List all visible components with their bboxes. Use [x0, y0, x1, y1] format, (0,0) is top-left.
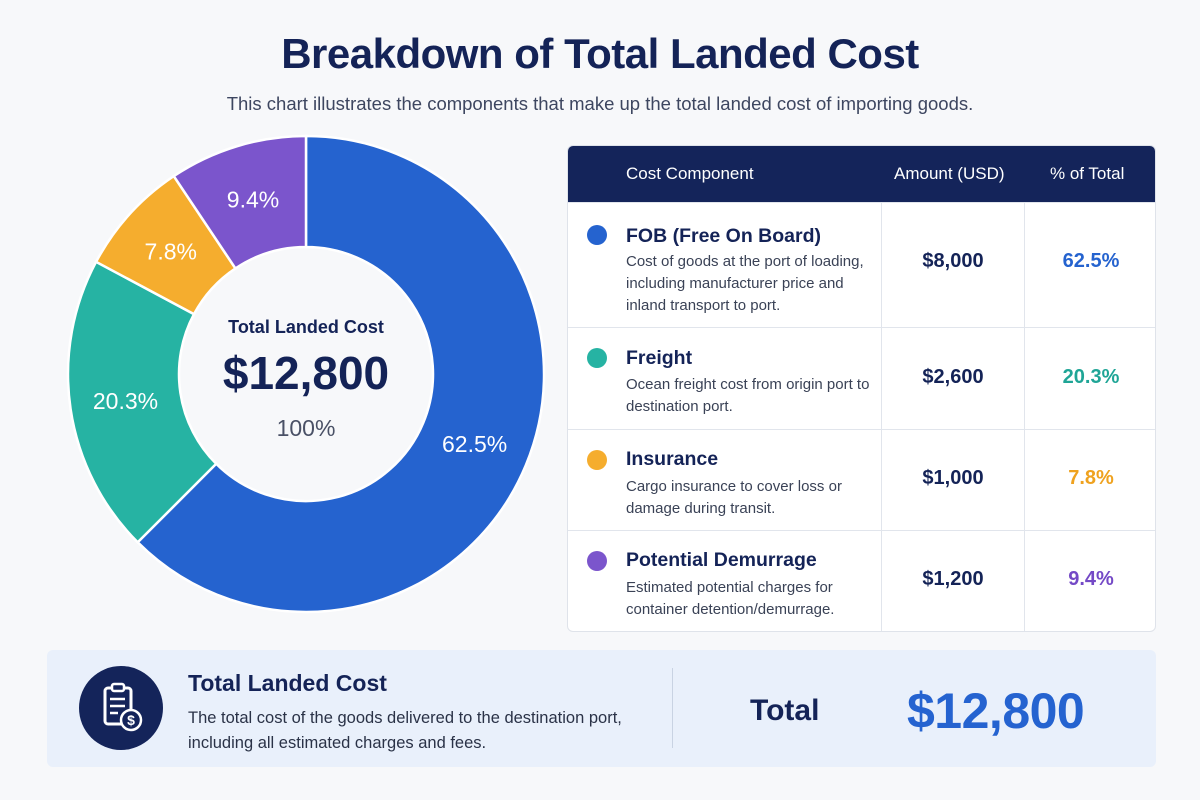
row-description: Cargo insurance to cover loss or damage … — [626, 478, 842, 517]
donut-slice — [66, 260, 218, 545]
table-header: Cost Component Amount (USD) % of Total — [568, 146, 1155, 202]
row-description: Ocean freight cost from origin port to d… — [626, 376, 870, 415]
row-percent: 7.8% — [1068, 467, 1114, 489]
legend-dot-icon — [587, 225, 607, 245]
row-percent: 9.4% — [1068, 568, 1114, 590]
row-name: Insurance — [626, 448, 719, 470]
table-row-fob: FOB (Free On Board) Cost of goods at the… — [568, 202, 1155, 327]
center-value: $12,800 — [223, 347, 389, 399]
table-row-freight: Freight Ocean freight cost from origin p… — [568, 327, 1155, 429]
center-label: Total Landed Cost — [228, 317, 384, 337]
row-amount: $1,000 — [922, 467, 984, 489]
header-amount: Amount (USD) — [894, 164, 1005, 183]
header-percent: % of Total — [1050, 164, 1125, 183]
row-name: Potential Demurrage — [626, 549, 817, 571]
summary-total-label: Total — [750, 694, 820, 727]
row-name: Freight — [626, 347, 693, 369]
summary-divider — [672, 668, 673, 748]
legend-dot-icon — [587, 551, 607, 571]
page-title: Breakdown of Total Landed Cost — [281, 30, 919, 77]
row-amount: $2,600 — [922, 366, 984, 388]
row-percent: 62.5% — [1062, 250, 1120, 272]
row-amount: $8,000 — [922, 250, 984, 272]
svg-text:$: $ — [127, 712, 135, 728]
row-percent: 20.3% — [1062, 366, 1120, 388]
invoice-dollar-icon: $ — [79, 666, 163, 750]
summary-description: The total cost of the goods delivered to… — [188, 709, 622, 752]
slice-percent-label: 7.8% — [145, 238, 197, 264]
row-description: Cost of goods at the port of loading, in… — [626, 253, 864, 314]
legend-dot-icon — [587, 450, 607, 470]
page-subtitle: This chart illustrates the components th… — [226, 93, 974, 114]
summary-total-value: $12,800 — [907, 683, 1085, 739]
total-summary-panel: $ Total Landed Cost The total cost of th… — [47, 650, 1156, 767]
header-cost-component: Cost Component — [626, 164, 754, 183]
legend-dot-icon — [587, 348, 607, 368]
slice-percent-label: 9.4% — [227, 186, 279, 212]
slice-percent-label: 20.3% — [93, 388, 158, 414]
donut-slice — [172, 134, 308, 271]
row-amount: $1,200 — [922, 568, 984, 590]
row-description: Estimated potential charges for containe… — [626, 579, 835, 618]
column-divider — [881, 202, 882, 631]
summary-title: Total Landed Cost — [188, 670, 387, 696]
row-name: FOB (Free On Board) — [626, 225, 822, 247]
center-percent: 100% — [277, 415, 336, 441]
cost-table: Cost Component Amount (USD) % of Total F… — [567, 145, 1156, 632]
slice-percent-label: 62.5% — [442, 431, 507, 457]
donut-chart: 62.5% 20.3% 7.8% 9.4% Total Landed Cost $12… — [66, 134, 546, 614]
donut-slice — [135, 134, 546, 614]
table-row-demurrage: Potential Demurrage Estimated potential … — [568, 530, 1155, 631]
column-divider — [1024, 202, 1025, 631]
table-row-insurance: Insurance Cargo insurance to cover loss … — [568, 429, 1155, 530]
